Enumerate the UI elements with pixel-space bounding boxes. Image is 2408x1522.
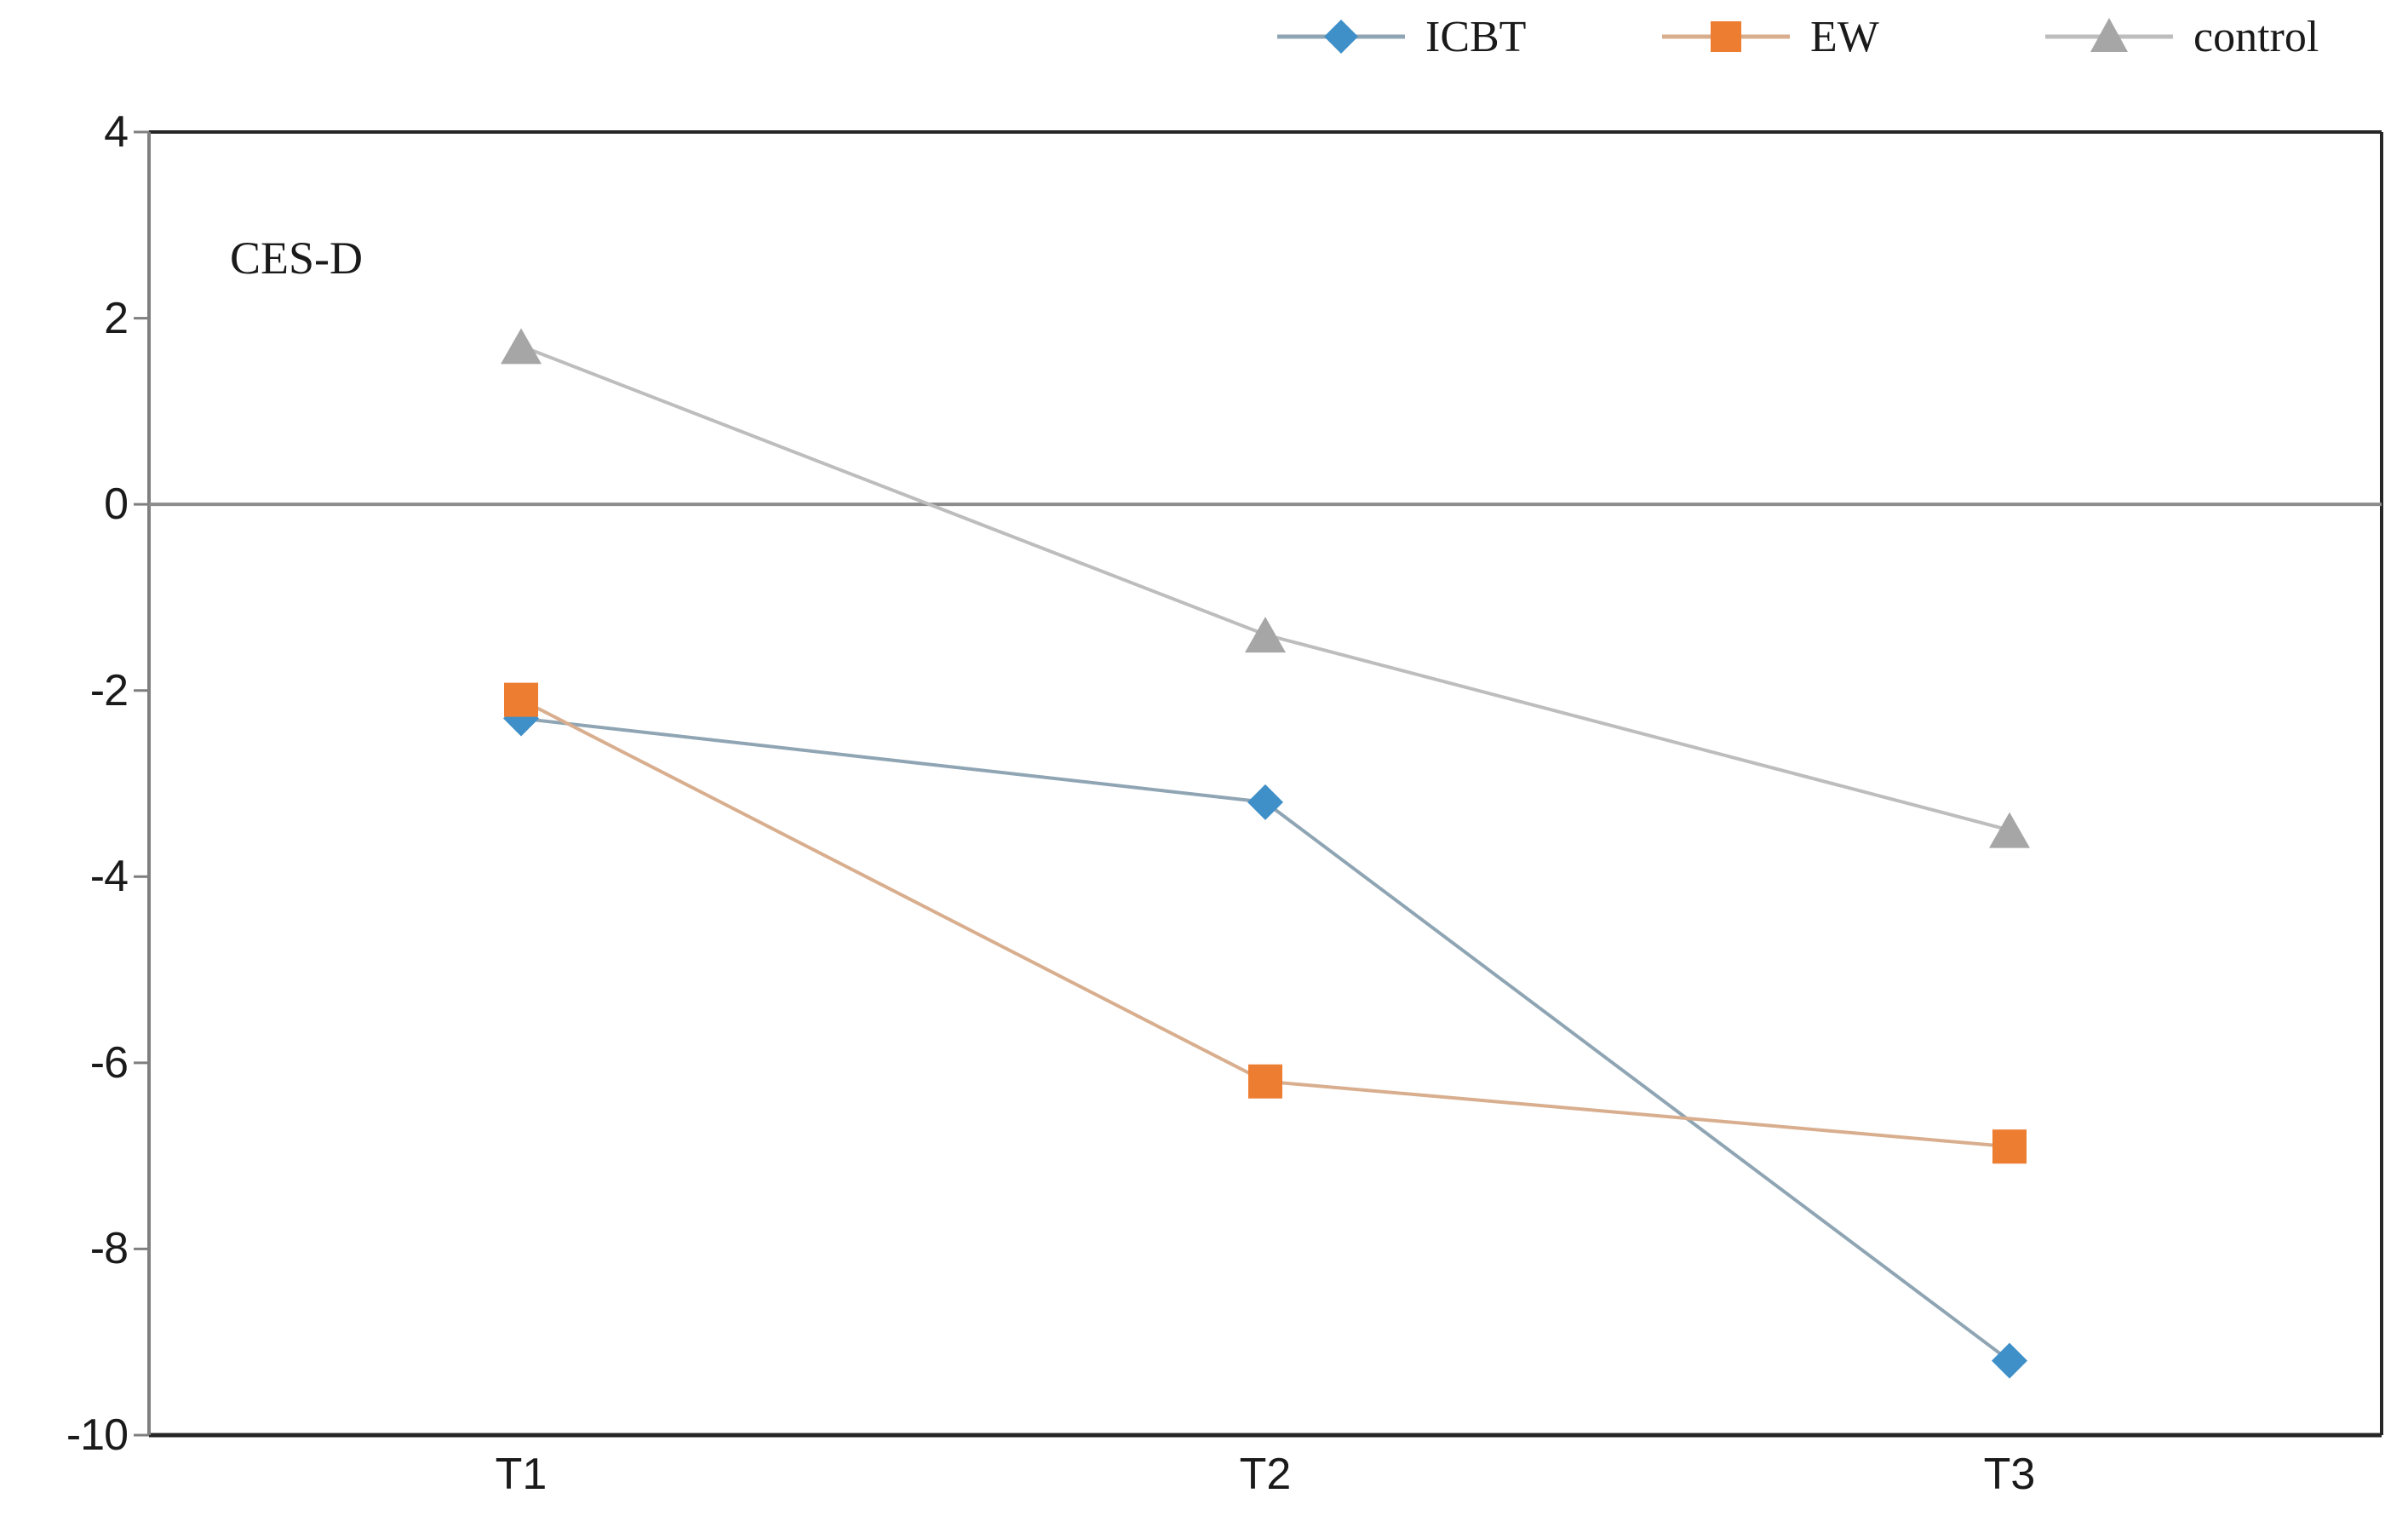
series-ew-marker-icon	[1248, 1064, 1282, 1099]
series-icbt-marker-icon	[1247, 784, 1283, 820]
series-ew-marker-icon	[504, 682, 538, 717]
y-axis-tick-label: 2	[104, 293, 129, 343]
y-axis-tick-label: -4	[89, 852, 129, 902]
y-axis-tick-label: 0	[104, 480, 129, 530]
legend-item-ew: EW	[1662, 7, 1879, 66]
legend: ICBT EW control	[0, 0, 2408, 68]
y-axis-tick-label: 4	[104, 107, 129, 157]
series-control-marker-icon	[1245, 617, 1286, 653]
x-axis-tick-label: T3	[1983, 1450, 2036, 1499]
diamond-icon	[1324, 20, 1358, 54]
triangle-icon	[2090, 18, 2128, 52]
legend-label-ew: EW	[1810, 12, 1879, 61]
x-axis-tick-label: T1	[495, 1450, 548, 1499]
legend-swatch-control	[2045, 18, 2173, 52]
series-control-marker-icon	[1989, 812, 2030, 848]
y-axis-tick-label: -10	[66, 1410, 129, 1460]
legend-swatch-ew	[1662, 21, 1790, 52]
square-icon	[1711, 21, 1741, 52]
y-axis-tick-label: -2	[89, 665, 129, 715]
x-axis-tick-label: T2	[1239, 1450, 1292, 1499]
series-line-control	[520, 344, 2010, 832]
series-ew-marker-icon	[1992, 1129, 2027, 1164]
y-axis-tick-label: -8	[89, 1224, 129, 1274]
series-control-marker-icon	[501, 328, 542, 365]
chart-annotation: CES-D	[230, 233, 364, 284]
legend-item-icbt: ICBT	[1277, 7, 1526, 66]
legend-label-icbt: ICBT	[1425, 12, 1527, 61]
legend-item-control: control	[2045, 7, 2319, 66]
y-axis-tick-label: -6	[89, 1037, 129, 1088]
legend-swatch-icbt	[1277, 20, 1405, 54]
series-icbt-marker-icon	[1992, 1342, 2027, 1379]
legend-label-control: control	[2193, 12, 2319, 61]
